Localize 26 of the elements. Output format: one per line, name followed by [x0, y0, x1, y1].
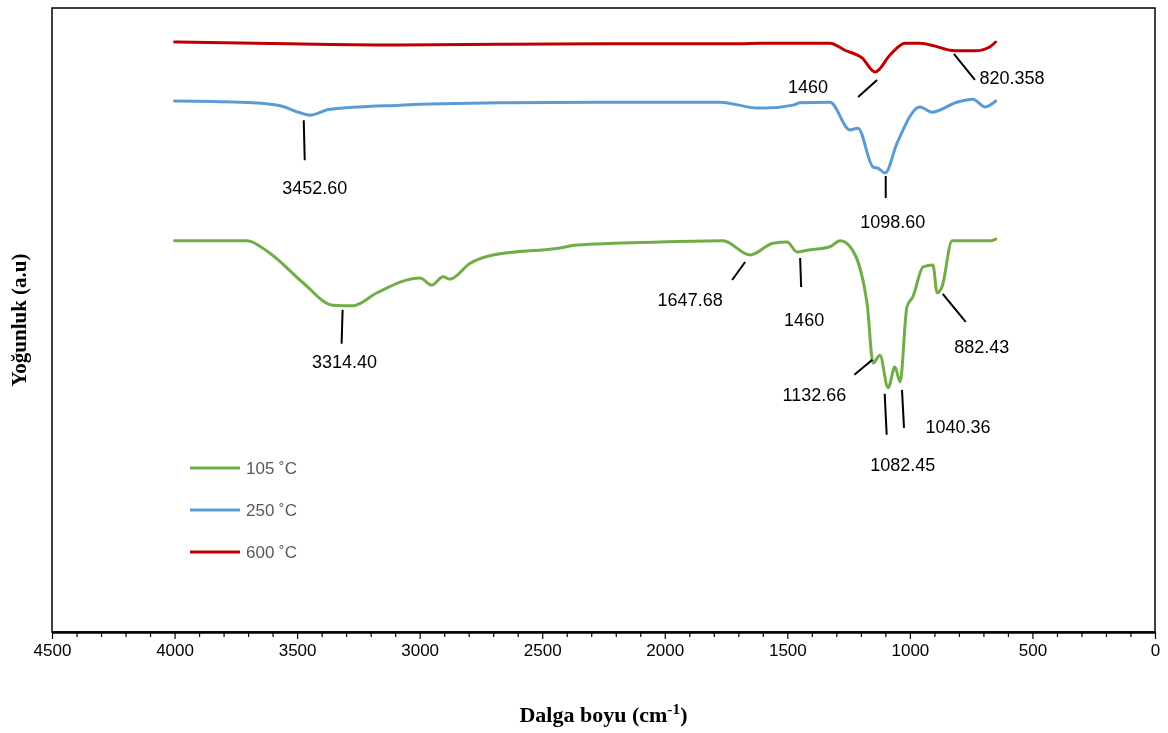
annotation: 1460	[784, 310, 825, 331]
legend-label: 600 ˚C	[246, 542, 298, 562]
x-tick-label: 1000	[891, 641, 930, 661]
x-tick-label: 4000	[156, 641, 194, 661]
x-tick-label: 3000	[401, 641, 440, 661]
x-tick-label: 3500	[278, 641, 317, 661]
annotation: 3314.40	[312, 352, 378, 373]
annotation: 3452.60	[282, 178, 348, 199]
annotation: 882.43	[954, 337, 1010, 358]
annotation: 1132.66	[782, 385, 847, 405]
annotation: 820.358	[979, 68, 1045, 89]
x-tick-label: 0	[1150, 641, 1161, 661]
legend-label: 105 ˚C	[246, 458, 298, 478]
x-tick-label: 500	[1018, 641, 1048, 661]
x-tick-label: 1500	[768, 641, 807, 661]
legend-label: 250 ˚C	[246, 500, 298, 520]
x-tick-label: 2500	[523, 641, 562, 661]
x-tick-label: 2000	[646, 641, 685, 661]
annotation: 1647.68	[657, 290, 723, 311]
annotation: 1082.45	[870, 455, 936, 476]
x-axis-title: Dalga boyu (cm$^{-1}$)	[519, 699, 688, 727]
annotation: 1460	[788, 77, 829, 98]
x-tick-label: 4500	[33, 641, 72, 661]
annotation: 1098.60	[860, 212, 926, 233]
y-axis-title: Yoğunluk (a.u)	[7, 253, 31, 387]
annotation: 1040.36	[925, 417, 991, 438]
